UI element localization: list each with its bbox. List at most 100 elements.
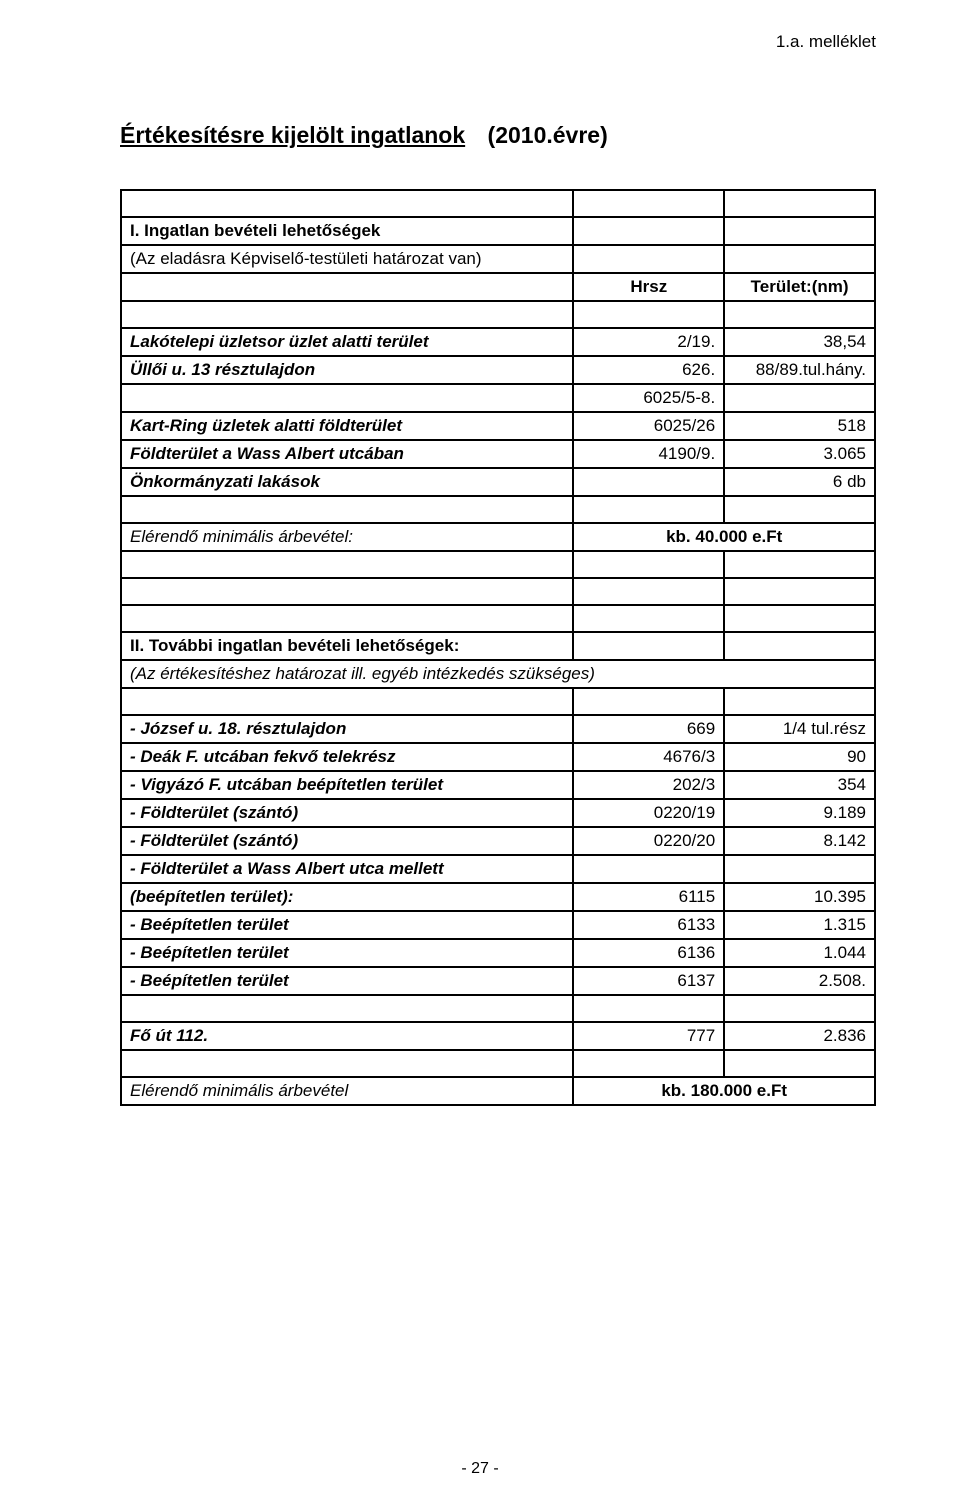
table-row (121, 605, 875, 632)
table-row: - Földterület (szántó) 0220/20 8.142 (121, 827, 875, 855)
table-row: (Az értékesítéshez határozat ill. egyéb … (121, 660, 875, 688)
col-hrsz: Hrsz (573, 273, 724, 301)
table-row (121, 1050, 875, 1077)
cell-label (121, 384, 573, 412)
table-row: 6025/5-8. (121, 384, 875, 412)
footer-value-1: kb. 40.000 e.Ft (573, 523, 875, 551)
cell-hrsz (573, 468, 724, 496)
title-suffix: (2010.évre) (488, 122, 608, 148)
cell-hrsz: 6136 (573, 939, 724, 967)
cell-hrsz: 6137 (573, 967, 724, 995)
cell-terulet: 8.142 (724, 827, 875, 855)
cell-label: - Földterület (szántó) (121, 827, 573, 855)
cell-terulet (724, 384, 875, 412)
cell-hrsz: 6133 (573, 911, 724, 939)
cell-hrsz: 4676/3 (573, 743, 724, 771)
cell-terulet: 2.508. (724, 967, 875, 995)
cell-hrsz: 626. (573, 356, 724, 384)
cell-label: Lakótelepi üzletsor üzlet alatti terület (121, 328, 573, 356)
table-row (121, 688, 875, 715)
cell-terulet: 3.065 (724, 440, 875, 468)
col-terulet: Terület:(nm) (724, 273, 875, 301)
cell-hrsz (573, 855, 724, 883)
cell-hrsz: 669 (573, 715, 724, 743)
table-row: Földterület a Wass Albert utcában 4190/9… (121, 440, 875, 468)
cell-label: Földterület a Wass Albert utcában (121, 440, 573, 468)
cell-label: Önkormányzati lakások (121, 468, 573, 496)
table-row: Lakótelepi üzletsor üzlet alatti terület… (121, 328, 875, 356)
table-row: - József u. 18. résztulajdon 669 1/4 tul… (121, 715, 875, 743)
cell-hrsz: 6025/5-8. (573, 384, 724, 412)
cell-label: - Földterület (szántó) (121, 799, 573, 827)
cell-hrsz: 202/3 (573, 771, 724, 799)
cell-label: - Beépítetlen terület (121, 967, 573, 995)
cell-terulet: 1.044 (724, 939, 875, 967)
cell-hrsz: 4190/9. (573, 440, 724, 468)
cell-terulet: 10.395 (724, 883, 875, 911)
footer-label-2: Elérendő minimális árbevétel (121, 1077, 573, 1105)
page-number: - 27 - (0, 1460, 960, 1478)
table-row: Elérendő minimális árbevétel kb. 180.000… (121, 1077, 875, 1105)
cell-terulet: 88/89.tul.hány. (724, 356, 875, 384)
cell-hrsz: 0220/19 (573, 799, 724, 827)
title-main: Értékesítésre kijelölt ingatlanok (120, 122, 465, 148)
table-row: - Deák F. utcában fekvő telekrész 4676/3… (121, 743, 875, 771)
table-row (121, 551, 875, 578)
cell-terulet: 90 (724, 743, 875, 771)
cell-label: (beépítetlen terület): (121, 883, 573, 911)
fout-label: Fő út 112. (121, 1022, 573, 1050)
section-head-1: I. Ingatlan bevételi lehetőségek (121, 217, 573, 245)
table-row: - Vigyázó F. utcában beépítetlen terület… (121, 771, 875, 799)
cell-terulet: 9.189 (724, 799, 875, 827)
table-row: Kart-Ring üzletek alatti földterület 602… (121, 412, 875, 440)
cell-terulet: 1/4 tul.rész (724, 715, 875, 743)
cell-terulet: 1.315 (724, 911, 875, 939)
cell-terulet (724, 855, 875, 883)
cell-terulet: 518 (724, 412, 875, 440)
cell-hrsz: 6115 (573, 883, 724, 911)
table-row: - Beépítetlen terület 6136 1.044 (121, 939, 875, 967)
cell-hrsz: 6025/26 (573, 412, 724, 440)
table-row: Fő út 112. 777 2.836 (121, 1022, 875, 1050)
cell-terulet: 6 db (724, 468, 875, 496)
table-row: - Földterület (szántó) 0220/19 9.189 (121, 799, 875, 827)
table-section-1: I. Ingatlan bevételi lehetőségek (Az ela… (120, 189, 876, 1106)
cell-label: - Beépítetlen terület (121, 911, 573, 939)
table-row: Elérendő minimális árbevétel: kb. 40.000… (121, 523, 875, 551)
cell-label: - Deák F. utcában fekvő telekrész (121, 743, 573, 771)
section-subhead-1: (Az eladásra Képviselő-testületi határoz… (121, 245, 573, 273)
section-subhead-2: (Az értékesítéshez határozat ill. egyéb … (121, 660, 875, 688)
cell-label: - József u. 18. résztulajdon (121, 715, 573, 743)
cell-label: - Vigyázó F. utcában beépítetlen terület (121, 771, 573, 799)
table-row: - Földterület a Wass Albert utca mellett (121, 855, 875, 883)
table-row (121, 190, 875, 217)
table-row: Üllői u. 13 résztulajdon 626. 88/89.tul.… (121, 356, 875, 384)
cell-label: - Beépítetlen terület (121, 939, 573, 967)
table-row: (Az eladásra Képviselő-testületi határoz… (121, 245, 875, 273)
table-row (121, 578, 875, 605)
table-row: I. Ingatlan bevételi lehetőségek (121, 217, 875, 245)
fout-hrsz: 777 (573, 1022, 724, 1050)
cell-terulet: 354 (724, 771, 875, 799)
cell-label: Kart-Ring üzletek alatti földterület (121, 412, 573, 440)
table-row (121, 301, 875, 328)
cell-terulet: 38,54 (724, 328, 875, 356)
cell-label: Üllői u. 13 résztulajdon (121, 356, 573, 384)
table-row (121, 496, 875, 523)
footer-label-1: Elérendő minimális árbevétel: (121, 523, 573, 551)
table-row: - Beépítetlen terület 6137 2.508. (121, 967, 875, 995)
fout-terulet: 2.836 (724, 1022, 875, 1050)
document-page: 1.a. melléklet Értékesítésre kijelölt in… (0, 0, 960, 1498)
table-row: Hrsz Terület:(nm) (121, 273, 875, 301)
table-row: II. További ingatlan bevételi lehetősége… (121, 632, 875, 660)
table-row: (beépítetlen terület): 6115 10.395 (121, 883, 875, 911)
footer-value-2: kb. 180.000 e.Ft (573, 1077, 875, 1105)
table-row: - Beépítetlen terület 6133 1.315 (121, 911, 875, 939)
table-row (121, 995, 875, 1022)
page-title: Értékesítésre kijelölt ingatlanok (2010.… (120, 122, 876, 149)
cell-label: - Földterület a Wass Albert utca mellett (121, 855, 573, 883)
table-row: Önkormányzati lakások 6 db (121, 468, 875, 496)
annex-label: 1.a. melléklet (120, 32, 876, 52)
cell-hrsz: 2/19. (573, 328, 724, 356)
cell-hrsz: 0220/20 (573, 827, 724, 855)
